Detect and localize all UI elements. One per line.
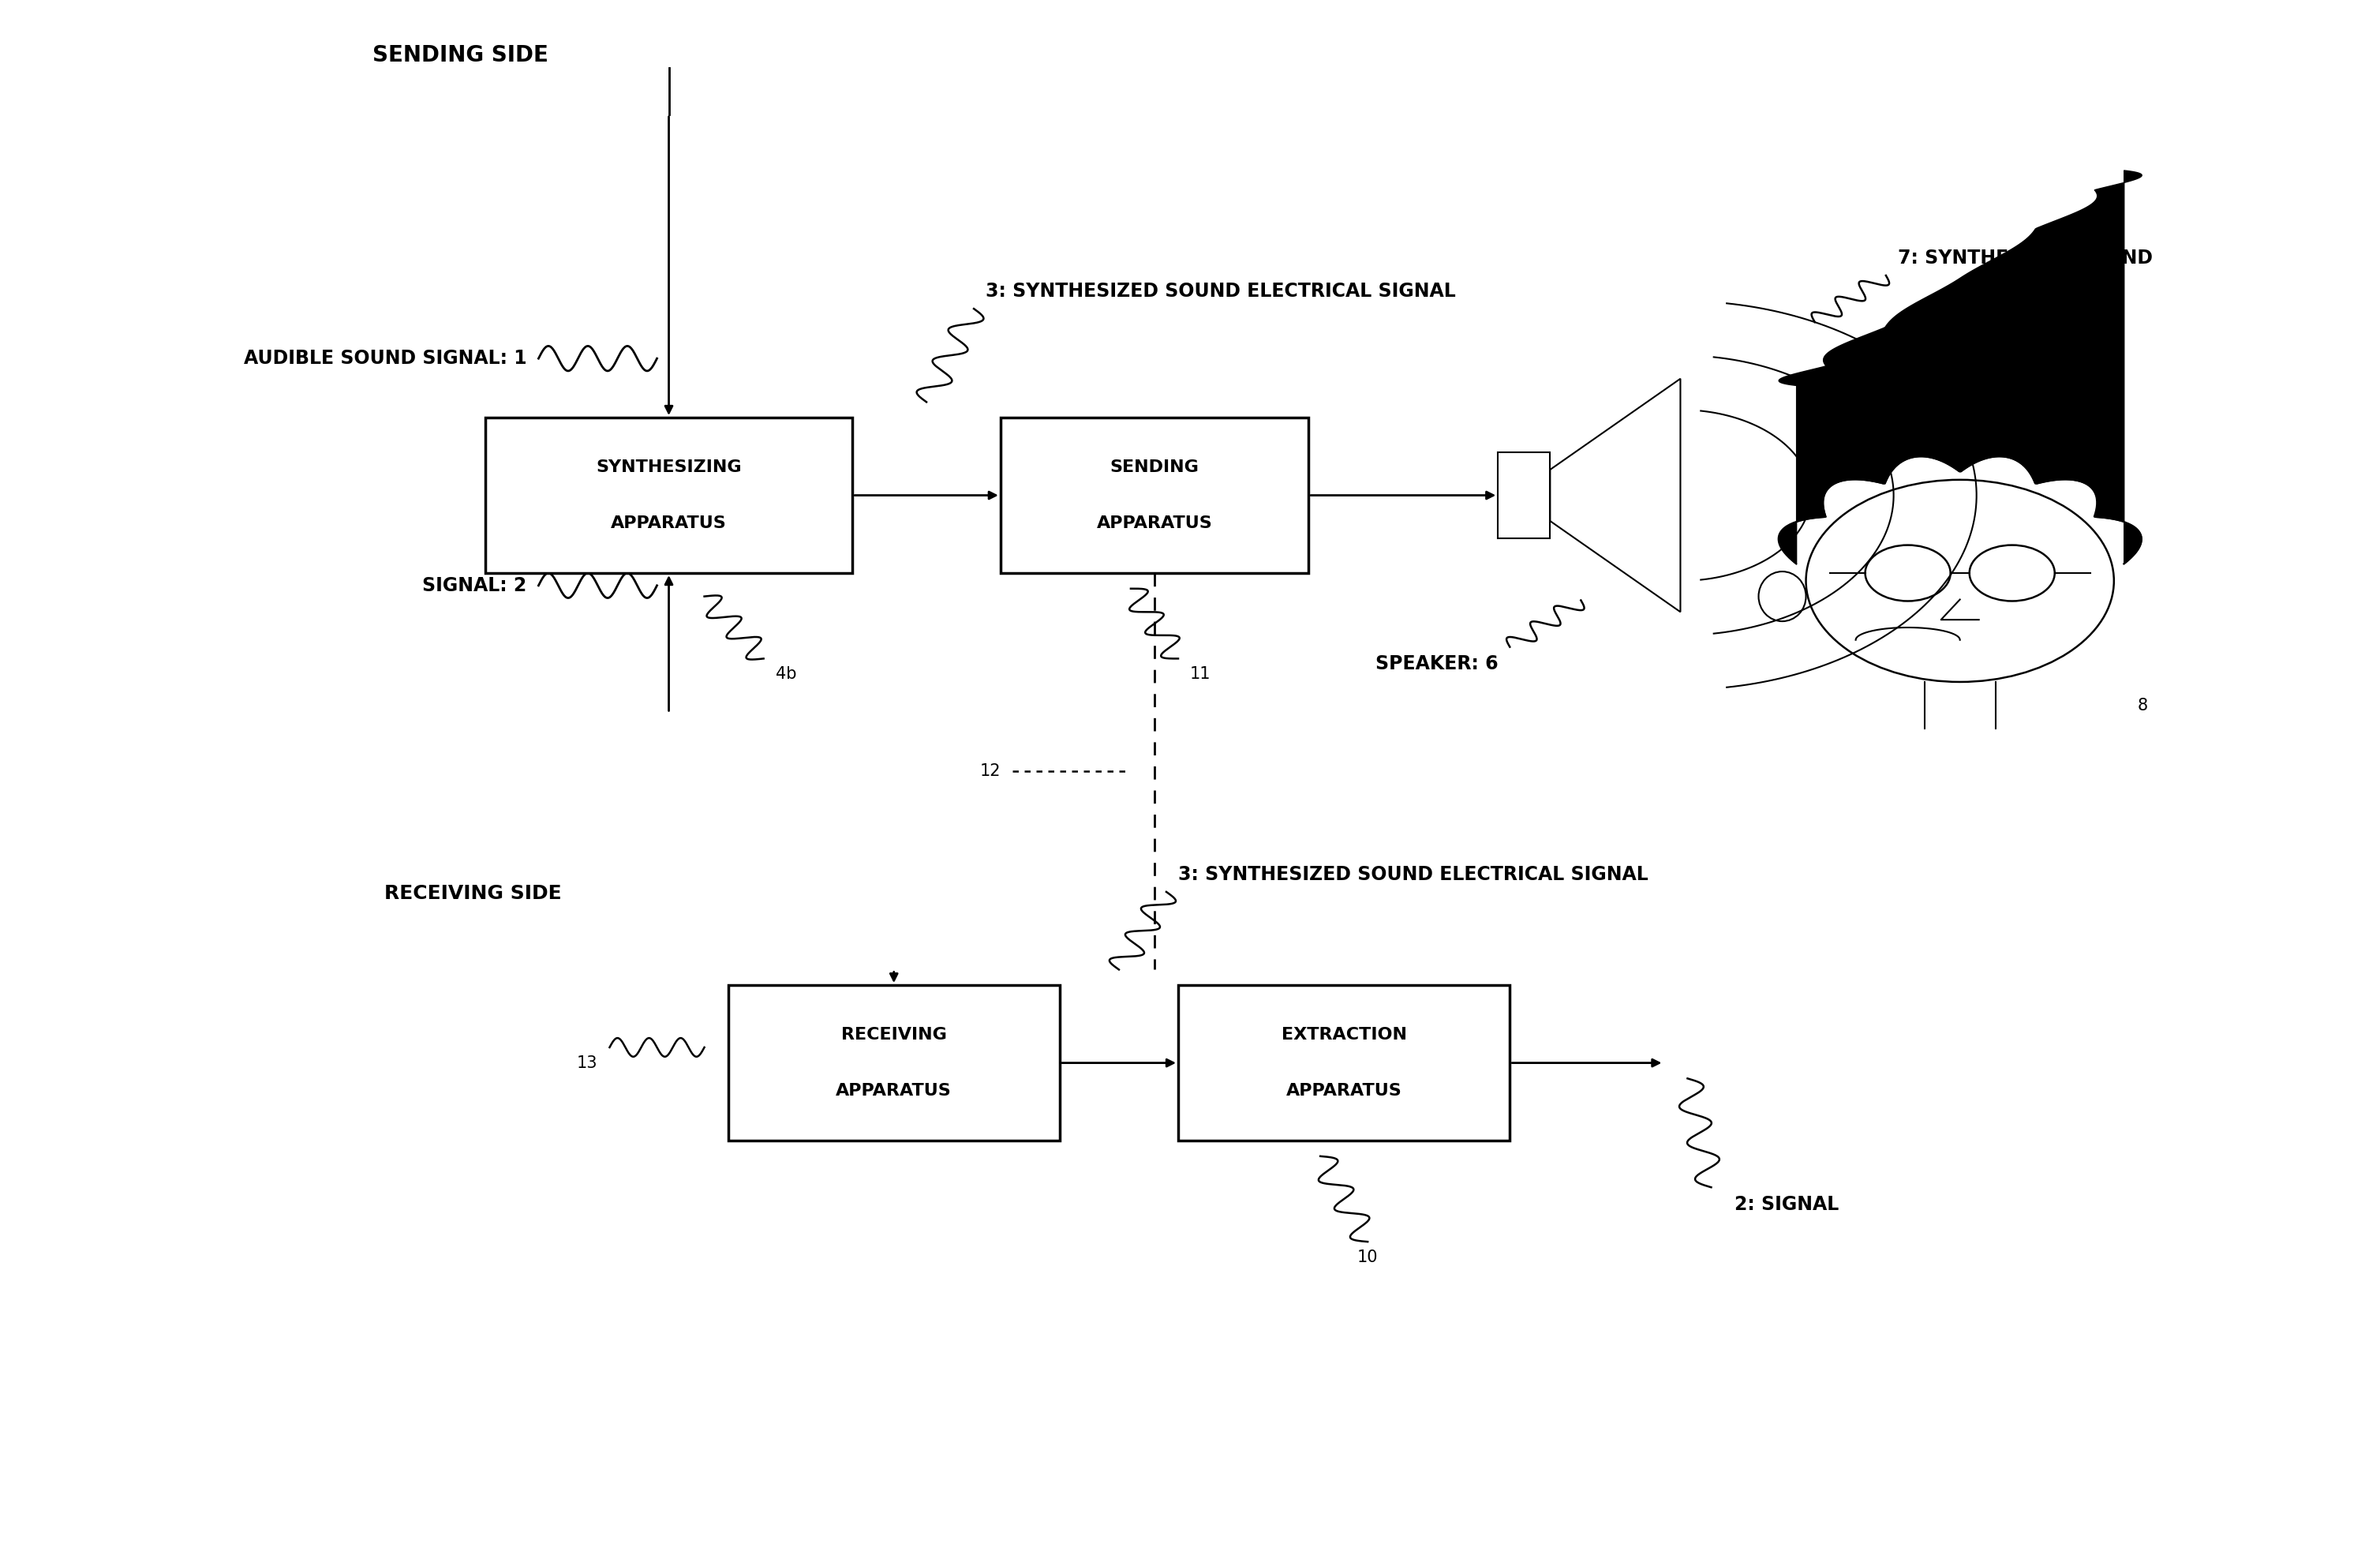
Text: 8: 8 bbox=[2137, 697, 2149, 713]
Bar bbox=[728, 985, 1059, 1140]
Text: RECEIVING: RECEIVING bbox=[840, 1027, 947, 1043]
Text: SIGNAL: 2: SIGNAL: 2 bbox=[421, 576, 526, 595]
Text: SENDING: SENDING bbox=[1109, 459, 1200, 474]
Text: EXTRACTION: EXTRACTION bbox=[1280, 1027, 1407, 1043]
Text: 12: 12 bbox=[981, 764, 1000, 780]
Text: 11: 11 bbox=[1190, 667, 1211, 683]
Text: APPARATUS: APPARATUS bbox=[612, 515, 726, 531]
Bar bbox=[1178, 985, 1509, 1140]
Text: 2: SIGNAL: 2: SIGNAL bbox=[1735, 1195, 1840, 1214]
Text: 3: SYNTHESIZED SOUND ELECTRICAL SIGNAL: 3: SYNTHESIZED SOUND ELECTRICAL SIGNAL bbox=[1178, 864, 1649, 885]
Text: 10: 10 bbox=[1357, 1250, 1378, 1265]
Text: RECEIVING SIDE: RECEIVING SIDE bbox=[386, 885, 562, 904]
Text: APPARATUS: APPARATUS bbox=[835, 1084, 952, 1099]
Bar bbox=[1497, 453, 1549, 539]
Text: SENDING SIDE: SENDING SIDE bbox=[374, 44, 547, 66]
Text: SPEAKER: 6: SPEAKER: 6 bbox=[1376, 655, 1497, 673]
Bar bbox=[1000, 418, 1309, 573]
Text: 4b: 4b bbox=[776, 667, 797, 683]
Text: APPARATUS: APPARATUS bbox=[1097, 515, 1211, 531]
Text: SYNTHESIZING: SYNTHESIZING bbox=[595, 459, 743, 474]
Text: 7: SYNTHESIZED SOUND: 7: SYNTHESIZED SOUND bbox=[1897, 249, 2152, 268]
Bar bbox=[486, 418, 852, 573]
Text: AUDIBLE SOUND SIGNAL: 1: AUDIBLE SOUND SIGNAL: 1 bbox=[243, 349, 526, 368]
Text: APPARATUS: APPARATUS bbox=[1285, 1084, 1402, 1099]
Text: 13: 13 bbox=[576, 1055, 597, 1071]
Text: 3: SYNTHESIZED SOUND ELECTRICAL SIGNAL: 3: SYNTHESIZED SOUND ELECTRICAL SIGNAL bbox=[985, 282, 1457, 301]
